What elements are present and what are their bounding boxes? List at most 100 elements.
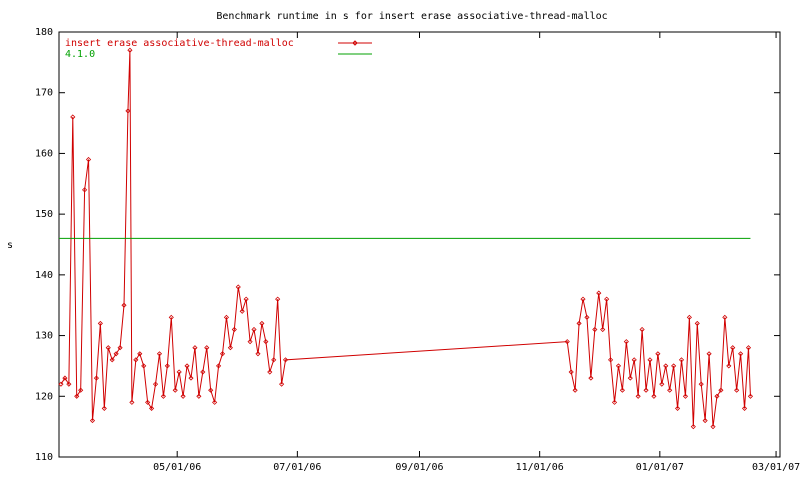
data-point	[678, 357, 685, 363]
data-point	[745, 345, 752, 351]
data-point	[726, 363, 732, 369]
x-tick-label: 05/01/06	[153, 462, 201, 473]
x-tick-label: 03/01/07	[752, 462, 800, 473]
data-point	[710, 424, 716, 430]
data-point	[647, 357, 653, 363]
data-point	[200, 369, 206, 375]
data-point	[698, 381, 704, 387]
data-point	[66, 381, 72, 387]
data-point	[145, 399, 151, 405]
data-point	[631, 357, 637, 363]
data-point	[267, 369, 273, 375]
data-point	[592, 326, 598, 333]
chart-title: Benchmark runtime in s for insert erase …	[216, 11, 607, 22]
data-point	[101, 405, 107, 411]
data-point	[127, 47, 133, 53]
data-point	[243, 296, 249, 302]
data-point	[682, 393, 689, 399]
data-point	[734, 387, 740, 393]
data-point	[180, 393, 186, 399]
data-point	[600, 326, 606, 333]
data-point	[738, 351, 744, 357]
data-point	[259, 320, 265, 326]
data-point	[580, 296, 586, 302]
data-point	[58, 381, 64, 387]
data-point	[105, 345, 111, 351]
data-point	[82, 187, 88, 193]
data-point	[596, 290, 602, 296]
data-point	[686, 314, 692, 320]
data-point	[263, 339, 269, 345]
data-point	[204, 345, 210, 351]
series-line	[60, 50, 751, 427]
data-point	[639, 326, 645, 333]
data-point	[604, 296, 610, 302]
data-point	[212, 399, 218, 405]
data-point	[85, 156, 92, 163]
data-point	[643, 387, 649, 393]
data-point	[184, 363, 190, 369]
data-point	[113, 351, 119, 357]
data-point	[216, 363, 222, 369]
data-point	[271, 357, 277, 363]
data-point	[109, 357, 115, 363]
y-tick-label: 130	[35, 331, 53, 342]
y-tick-label: 170	[35, 88, 53, 99]
data-point	[694, 320, 700, 326]
y-tick-label: 140	[35, 270, 53, 281]
data-point	[62, 375, 68, 381]
data-point	[93, 375, 99, 381]
data-point	[741, 405, 748, 411]
data-point	[208, 387, 214, 393]
data-point	[568, 369, 574, 375]
data-point	[608, 357, 614, 363]
data-point	[219, 351, 226, 357]
data-point	[282, 357, 289, 363]
data-point	[89, 418, 96, 424]
data-point	[247, 339, 253, 345]
data-point	[78, 387, 84, 393]
data-point	[702, 418, 708, 424]
data-point	[117, 345, 123, 351]
data-point	[97, 320, 103, 326]
data-point	[149, 405, 155, 411]
legend-label: 4.1.0	[65, 49, 95, 60]
data-point	[192, 345, 198, 351]
legend-label: insert erase associative-thread-malloc	[65, 38, 294, 49]
data-point	[619, 387, 625, 393]
data-point	[70, 114, 76, 120]
data-point	[133, 357, 139, 363]
data-point	[623, 339, 629, 345]
data-point	[129, 399, 135, 405]
data-point	[196, 393, 202, 399]
data-point	[121, 302, 127, 308]
data-point	[718, 387, 724, 393]
data-point	[255, 351, 261, 357]
legend-marker	[352, 40, 358, 46]
data-point	[714, 393, 720, 399]
data-point	[156, 351, 163, 357]
x-tick-label: 09/01/06	[395, 462, 443, 473]
data-point	[706, 351, 712, 357]
data-point	[125, 108, 131, 114]
data-point	[564, 339, 570, 345]
y-tick-label: 180	[35, 27, 53, 38]
data-point	[188, 375, 194, 381]
data-point	[674, 405, 681, 411]
data-point	[730, 345, 736, 351]
data-point	[279, 381, 285, 387]
data-point	[611, 399, 618, 405]
data-point	[659, 381, 665, 387]
data-point	[239, 308, 245, 314]
data-point	[747, 393, 754, 399]
y-tick-label: 150	[35, 209, 53, 220]
data-point	[176, 369, 182, 375]
data-point	[168, 314, 174, 320]
data-point	[690, 424, 696, 430]
data-point	[74, 393, 80, 399]
data-point	[235, 284, 241, 290]
data-point	[651, 393, 657, 399]
data-point	[172, 387, 178, 393]
data-point	[576, 320, 582, 326]
